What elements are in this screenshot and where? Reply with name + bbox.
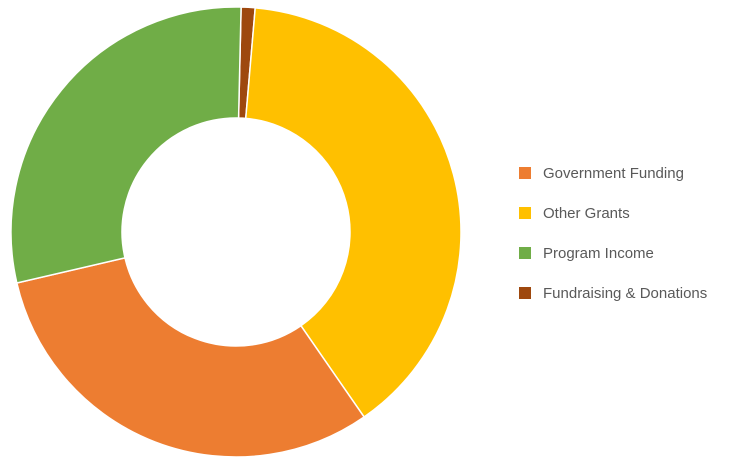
legend: Government Funding Other Grants Program … — [519, 163, 707, 303]
legend-item-program-income: Program Income — [519, 243, 707, 263]
legend-label-fundraising-donations: Fundraising & Donations — [543, 284, 708, 302]
legend-swatch-other-grants — [519, 207, 531, 219]
legend-swatch-program-income — [519, 247, 531, 259]
legend-label-program-income: Program Income — [543, 244, 654, 262]
legend-label-other-grants: Other Grants — [543, 204, 630, 222]
legend-swatch-government-funding — [519, 167, 531, 179]
slice-government-funding — [15, 256, 366, 458]
slice-program-income — [10, 6, 242, 284]
legend-label-government-funding: Government Funding — [543, 164, 684, 182]
legend-swatch-fundraising-donations — [519, 287, 531, 299]
slice-other-grants — [244, 7, 462, 419]
legend-item-other-grants: Other Grants — [519, 203, 707, 223]
legend-item-government-funding: Government Funding — [519, 163, 707, 183]
legend-item-fundraising-donations: Fundraising & Donations — [519, 283, 707, 303]
